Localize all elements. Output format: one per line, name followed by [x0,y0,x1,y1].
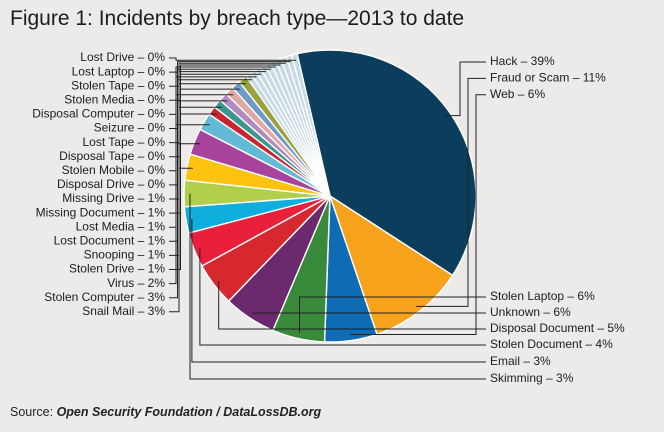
pie-slice-hack [296,49,477,277]
slice-label-seizure: Seizure – 0% [94,121,166,135]
slice-label-hack: Hack – 39% [490,54,555,68]
slice-label-unknown: Unknown – 6% [490,305,571,319]
slice-label-disposal-computer: Disposal Computer – 0% [32,107,165,121]
slice-label-disposal-document: Disposal Document – 5% [490,321,625,335]
slice-label-snail-mail: Snail Mail – 3% [82,304,165,318]
slice-label-fraud-or-scam: Fraud or Scam – 11% [490,71,606,85]
chart-title: Figure 1: Incidents by breach type—2013 … [10,7,465,30]
leader-line-lost-drive [169,57,296,61]
slice-label-disposal-tape: Disposal Tape – 0% [59,149,165,163]
slice-label-stolen-media: Stolen Media – 0% [64,92,165,106]
slice-label-stolen-tape: Stolen Tape – 0% [71,78,165,92]
leader-line-virus [169,124,210,285]
slice-label-stolen-document: Stolen Document – 4% [490,337,613,351]
leader-line-web [350,94,486,335]
slice-label-lost-drive: Lost Drive – 0% [80,50,165,64]
slice-label-missing-drive: Missing Drive – 1% [62,191,165,205]
pie-slice-lost-drive [290,52,331,197]
slice-label-stolen-drive: Stolen Drive – 1% [69,262,165,276]
slice-label-stolen-computer: Stolen Computer – 3% [44,290,165,304]
slice-label-web: Web – 6% [490,87,545,101]
slice-label-stolen-laptop: Stolen Laptop – 6% [490,289,595,303]
slice-label-lost-tape: Lost Tape – 0% [82,135,165,149]
slice-label-skimming: Skimming – 3% [490,371,574,385]
source-prefix: Source: [10,405,57,419]
leader-line-stolen-drive [169,113,217,270]
leader-line-skimming [189,193,486,380]
slice-label-stolen-mobile: Stolen Mobile – 0% [62,163,166,177]
slice-label-missing-document: Missing Document – 1% [36,205,166,219]
source-note: Source: Open Security Foundation / DataL… [10,405,321,419]
leader-line-hack [444,61,486,117]
slice-label-virus: Virus – 2% [107,276,165,290]
leader-line-fraud-or-scam [416,77,486,307]
leader-line-email [191,219,486,363]
leader-line-stolen-document [199,247,486,346]
slice-label-lost-media: Lost Media – 1% [76,219,166,233]
pie-slice-fraud-or-scam [328,194,454,336]
source-name: Open Security Foundation / DataLossDB.or… [56,405,322,419]
leader-line-disposal-document [218,280,486,330]
leader-line-snail-mail [169,167,193,313]
slice-label-lost-document: Lost Document – 1% [54,233,166,247]
slice-label-disposal-drive: Disposal Drive – 0% [57,177,165,191]
leader-line-stolen-laptop [299,296,486,333]
slice-label-snooping: Snooping – 1% [84,248,166,262]
leader-line-stolen-computer [169,143,201,299]
slice-label-email: Email – 3% [490,354,551,368]
slice-label-lost-laptop: Lost Laptop – 0% [72,64,166,78]
